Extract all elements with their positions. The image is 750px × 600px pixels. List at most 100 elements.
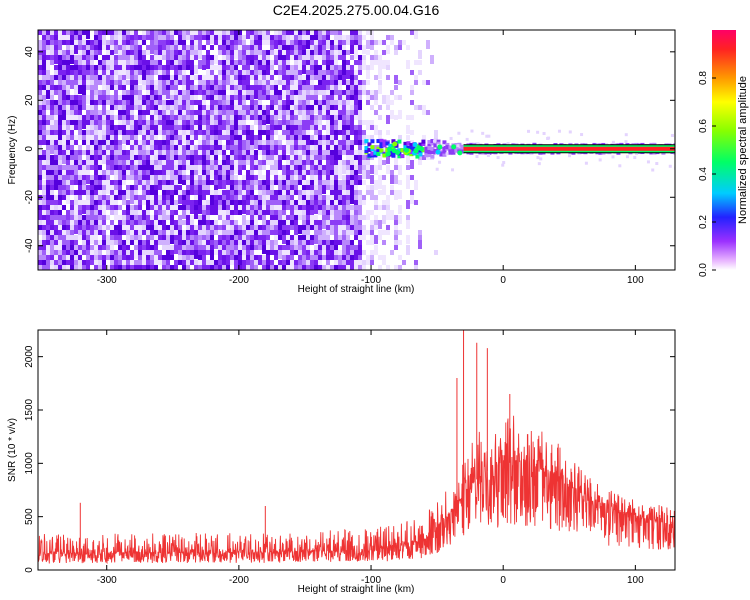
- signal-cell: [433, 150, 438, 155]
- heatmap-cell: [102, 95, 106, 104]
- heatmap-cell: [390, 90, 394, 95]
- heatmap-cell: [214, 40, 218, 45]
- heatmap-cell: [250, 60, 254, 65]
- heatmap-cell: [90, 200, 94, 205]
- heatmap-cell: [142, 150, 146, 155]
- heatmap-cell: [487, 134, 491, 138]
- heatmap-cell: [46, 180, 50, 189]
- heatmap-cell: [118, 160, 122, 165]
- heatmap-cell: [354, 115, 358, 120]
- heatmap-cell: [262, 240, 266, 249]
- heatmap-cell: [310, 175, 314, 180]
- heatmap-cell: [362, 80, 366, 85]
- heatmap-cell: [358, 215, 362, 220]
- heatmap-cell: [242, 35, 246, 40]
- heatmap-cell: [142, 165, 146, 170]
- heatmap-cell: [50, 230, 54, 235]
- heatmap-cell: [350, 250, 354, 255]
- heatmap-cell: [174, 115, 178, 120]
- heatmap-cell: [194, 50, 198, 55]
- heatmap-cell: [282, 265, 286, 270]
- heatmap-cell: [154, 250, 158, 255]
- heatmap-cell: [58, 205, 62, 214]
- heatmap-cell: [198, 265, 202, 270]
- heatmap-cell: [334, 250, 338, 255]
- heatmap-cell: [354, 265, 358, 270]
- heatmap-cell: [150, 95, 154, 104]
- heatmap-cell: [334, 170, 338, 175]
- heatmap-cell: [194, 250, 198, 259]
- heatmap-cell: [230, 165, 234, 170]
- heatmap-cell: [198, 235, 202, 240]
- heatmap-cell: [86, 130, 90, 135]
- heatmap-cell: [102, 155, 106, 164]
- heatmap-cell: [418, 160, 422, 165]
- heatmap-cell: [362, 260, 366, 265]
- heatmap-cell: [58, 140, 62, 145]
- signal-cell: [445, 142, 450, 147]
- heatmap-cell: [62, 125, 66, 130]
- heatmap-cell: [262, 75, 266, 80]
- heatmap-cell: [138, 100, 142, 109]
- heatmap-cell: [214, 135, 218, 140]
- heatmap-cell: [194, 240, 198, 245]
- heatmap-cell: [449, 136, 453, 140]
- heatmap-cell: [354, 150, 358, 159]
- heatmap-cell: [274, 115, 278, 124]
- heatmap-cell: [138, 235, 142, 240]
- heatmap-cell: [262, 175, 266, 180]
- heatmap-cell: [154, 220, 158, 225]
- heatmap-cell: [354, 70, 358, 75]
- heatmap-cell: [350, 205, 354, 210]
- heatmap-cell: [378, 55, 382, 64]
- heatmap-cell: [210, 90, 214, 95]
- heatmap-cell: [202, 265, 206, 270]
- heatmap-cell: [74, 195, 78, 200]
- heatmap-cell: [282, 70, 286, 75]
- heatmap-cell: [166, 90, 170, 99]
- heatmap-cell: [202, 170, 206, 175]
- heatmap-cell: [278, 265, 282, 270]
- heatmap-cell: [110, 45, 114, 54]
- heatmap-cell: [102, 205, 106, 210]
- heatmap-cell: [342, 120, 346, 125]
- heatmap-cell: [294, 235, 298, 244]
- heatmap-cell: [310, 265, 314, 270]
- signal-cell: [406, 145, 411, 150]
- heatmap-cell: [238, 185, 242, 190]
- heatmap-cell: [170, 170, 174, 175]
- heatmap-cell: [414, 260, 418, 269]
- heatmap-cell: [106, 180, 110, 185]
- heatmap-cell: [110, 100, 114, 105]
- heatmap-cell: [102, 245, 106, 250]
- heatmap-cell: [46, 260, 50, 265]
- heatmap-cell: [62, 240, 66, 245]
- heatmap-cell: [302, 55, 306, 60]
- heatmap-cell: [294, 190, 298, 195]
- heatmap-cell: [138, 125, 142, 130]
- heatmap-cell: [322, 135, 326, 144]
- heatmap-cell: [206, 185, 210, 190]
- heatmap-cell: [270, 155, 274, 160]
- heatmap-cell: [354, 155, 358, 160]
- heatmap-cell: [314, 205, 318, 214]
- heatmap-cell: [78, 30, 82, 35]
- heatmap-cell: [46, 220, 50, 225]
- heatmap-cell: [298, 135, 302, 140]
- heatmap-cell: [238, 85, 242, 90]
- heatmap-cell: [182, 115, 186, 124]
- heatmap-cell: [42, 265, 46, 270]
- heatmap-cell: [206, 140, 210, 145]
- heatmap-cell: [106, 120, 110, 129]
- heatmap-cell: [46, 245, 50, 250]
- heatmap-cell: [326, 35, 330, 40]
- heatmap-cell: [306, 120, 310, 125]
- heatmap-cell: [246, 45, 250, 50]
- heatmap-cell: [254, 115, 258, 120]
- heatmap-cell: [210, 220, 214, 229]
- heatmap-cell: [234, 145, 238, 154]
- heatmap-cell: [306, 195, 310, 200]
- heatmap-cell: [178, 55, 182, 64]
- heatmap-cell: [202, 95, 206, 100]
- heatmap-cell: [326, 125, 330, 130]
